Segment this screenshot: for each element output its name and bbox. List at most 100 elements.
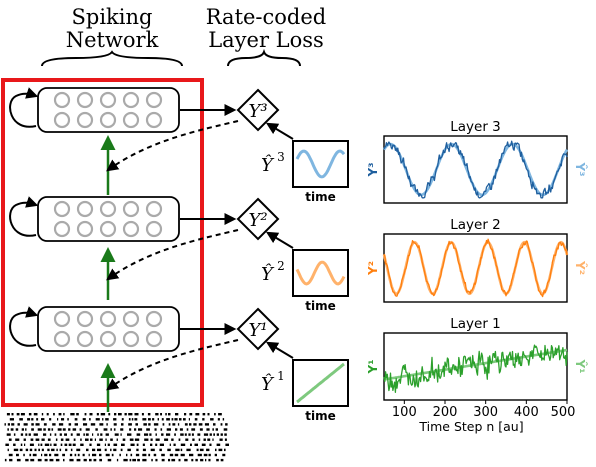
spike (191, 433, 194, 436)
spike (74, 418, 78, 421)
spike (9, 418, 14, 421)
neuron-icon (76, 220, 94, 238)
spike (113, 423, 117, 426)
spike (180, 448, 183, 452)
spike (29, 443, 34, 446)
spike (155, 438, 160, 441)
spike (161, 453, 165, 457)
spike (44, 458, 48, 462)
neuron-icon (76, 91, 94, 109)
spike (72, 443, 76, 446)
target-hat-superscript: 1 (277, 369, 285, 383)
target-hat-label: Ŷ (261, 372, 275, 395)
spike (41, 438, 45, 441)
spike (60, 443, 63, 446)
spike (30, 458, 35, 462)
spike (201, 443, 206, 446)
spike (193, 423, 197, 426)
spike (16, 458, 21, 462)
spike (205, 458, 207, 462)
layer-box-3 (37, 87, 180, 133)
spike (57, 428, 62, 431)
spike (161, 433, 164, 436)
spike (195, 413, 200, 416)
spike (43, 433, 47, 436)
spike (54, 453, 59, 457)
target-to-loss-arrow (265, 122, 294, 140)
spike (106, 423, 108, 426)
spike (82, 453, 85, 457)
spike (209, 433, 212, 436)
spike (30, 438, 34, 441)
spike (184, 413, 187, 416)
mini-axis-label: time (305, 299, 336, 313)
neuron-icon (53, 330, 71, 348)
mini-target-curve (296, 362, 345, 404)
spike (107, 443, 110, 446)
spike (113, 428, 116, 431)
spike (76, 413, 79, 416)
spike (88, 453, 90, 457)
spike (155, 433, 157, 436)
spike (134, 438, 140, 441)
spike (184, 433, 187, 436)
spike (222, 418, 225, 421)
spike (128, 423, 132, 426)
spike (153, 453, 157, 457)
spike (168, 423, 171, 426)
spike (25, 448, 29, 452)
recurrent-loop-arrow (9, 196, 39, 237)
spike (7, 423, 10, 426)
spike (85, 438, 89, 441)
spike (41, 413, 44, 416)
spike (209, 443, 212, 446)
spike (213, 433, 215, 436)
spike (76, 448, 81, 452)
spike (197, 433, 201, 436)
neuron-icon (145, 91, 163, 109)
spike (184, 458, 188, 462)
spike (116, 458, 119, 462)
spike (8, 453, 13, 457)
spike (216, 443, 221, 446)
x-tick-label: 300 (473, 405, 498, 420)
spike (47, 438, 51, 441)
spike (16, 453, 19, 457)
spike (99, 423, 104, 426)
neuron-icon (76, 330, 94, 348)
spike (90, 438, 93, 441)
spike (62, 428, 66, 431)
spike (99, 438, 103, 441)
spike (28, 433, 31, 436)
neuron-icon (76, 111, 94, 129)
spike (19, 418, 23, 421)
spike (128, 413, 133, 416)
target-hat-superscript: 3 (277, 150, 285, 164)
spike (208, 453, 211, 457)
recurrent-loop-arrow (9, 306, 39, 347)
spike (157, 418, 159, 421)
spike (62, 453, 65, 457)
spike (97, 448, 102, 452)
spike (28, 413, 32, 416)
spike (7, 428, 9, 431)
spike (196, 448, 199, 452)
spike (103, 428, 108, 431)
chart-3: Layer 3 Y³ Ŷ³ (366, 119, 588, 204)
spike (142, 453, 147, 457)
spike (60, 438, 64, 441)
spike (85, 428, 90, 431)
spike (49, 433, 52, 436)
layer-box-2 (37, 196, 180, 242)
spike (203, 453, 208, 457)
neuron-icon (53, 310, 71, 328)
neuron-icon (53, 200, 71, 218)
spike (177, 423, 180, 426)
spike (144, 438, 149, 441)
neuron-icon (99, 330, 117, 348)
spike (189, 423, 192, 426)
spike (47, 428, 51, 431)
mini-target-plot (292, 140, 349, 188)
spike (49, 458, 54, 462)
spike (59, 433, 62, 436)
